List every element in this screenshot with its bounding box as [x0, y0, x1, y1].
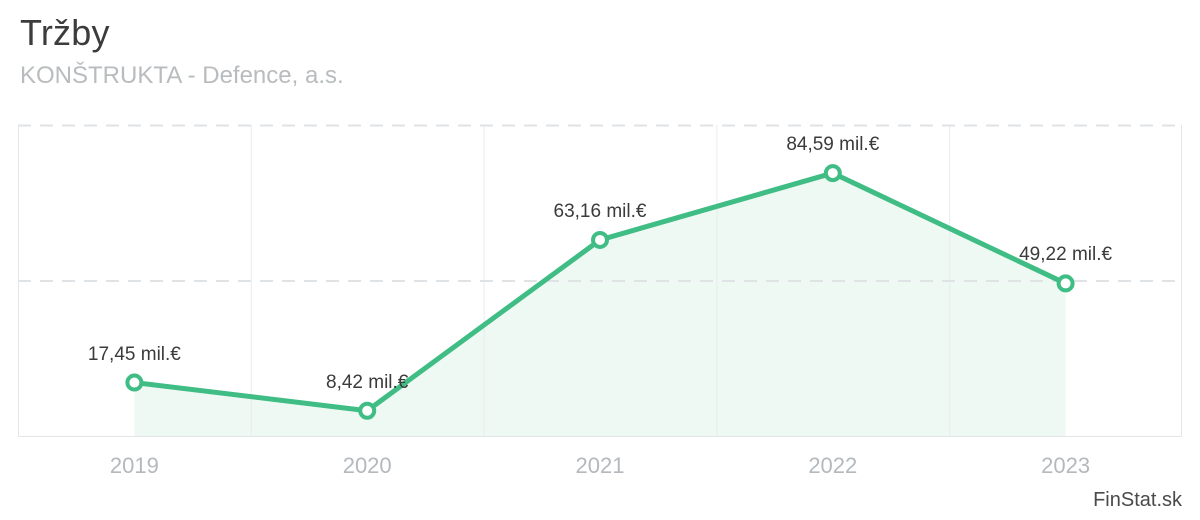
x-axis-label-2020: 2020 [342, 453, 392, 478]
chart-subtitle: KONŠTRUKTA - Defence, a.s. [20, 62, 344, 89]
x-axis-label-2023: 2023 [1041, 453, 1091, 478]
point-label-2021: 63,16 mil.€ [553, 200, 647, 222]
area-fill [134, 173, 1066, 437]
x-axis-label-2021: 2021 [575, 453, 625, 478]
chart-plot-area: 17,45 mil.€ 8,42 mil.€ 63,16 mil.€ 84,59 mi… [18, 124, 1182, 478]
data-point-2019[interactable] [125, 373, 144, 392]
x-axis-label-2022: 2022 [808, 453, 858, 478]
point-label-2019: 17,45 mil.€ [87, 343, 181, 365]
data-point-2020[interactable] [358, 401, 377, 420]
chart-canvas [18, 124, 1182, 437]
x-axis-label-2019: 2019 [109, 453, 159, 478]
data-point-2022[interactable] [823, 164, 842, 183]
point-label-2023: 49,22 mil.€ [1019, 244, 1113, 266]
data-point-2021[interactable] [591, 230, 609, 249]
point-label-2020: 8,42 mil.€ [326, 371, 409, 393]
chart-title: Tržby [20, 12, 110, 53]
finstat-watermark: FinStat.sk [1093, 489, 1182, 511]
point-label-2022: 84,59 mil.€ [786, 134, 880, 156]
data-point-2023[interactable] [1056, 274, 1075, 293]
